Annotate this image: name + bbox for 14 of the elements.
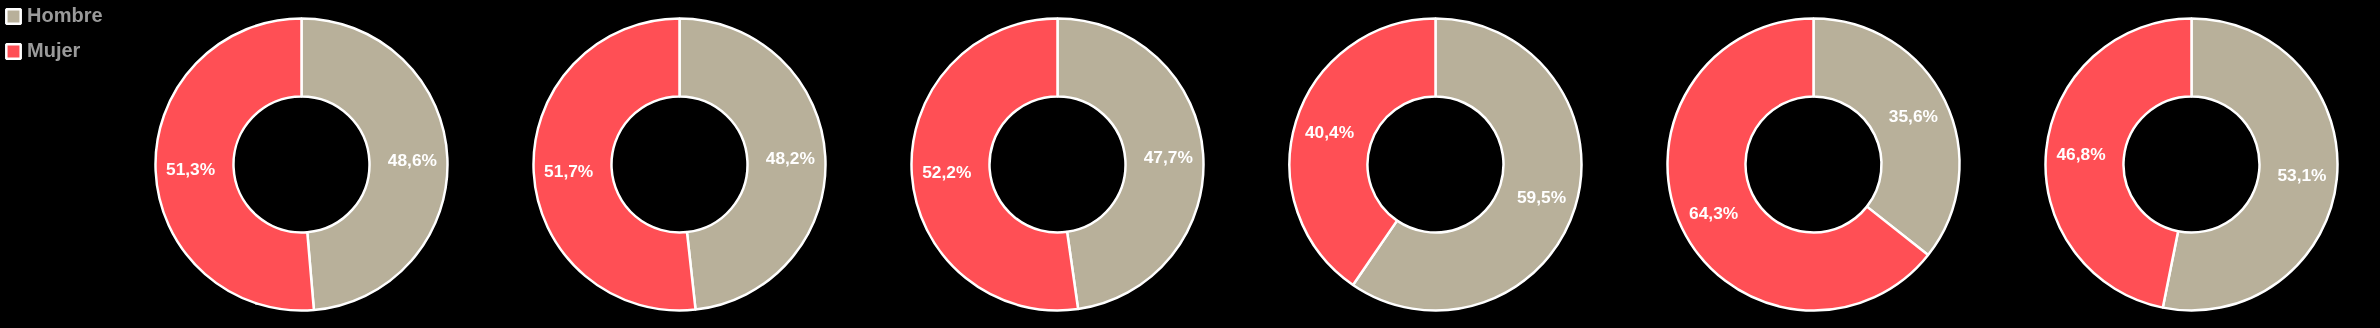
data-label: 35,6% <box>1888 106 1938 127</box>
legend-label: Mujer <box>27 39 81 62</box>
data-label: 64,3% <box>1689 202 1739 223</box>
data-label: 59,5% <box>1516 187 1567 208</box>
data-label: 52,2% <box>922 162 972 183</box>
data-label: 51,3% <box>166 159 216 180</box>
data-label: 51,7% <box>544 160 594 181</box>
data-label: 46,8% <box>2056 143 2106 164</box>
data-label: 53,1% <box>2277 165 2327 186</box>
legend-label: Hombre <box>27 4 103 27</box>
data-label: 48,6% <box>387 149 437 170</box>
data-label: 47,7% <box>1143 146 1193 167</box>
data-label: 48,2% <box>765 148 815 169</box>
data-label: 40,4% <box>1304 121 1355 142</box>
